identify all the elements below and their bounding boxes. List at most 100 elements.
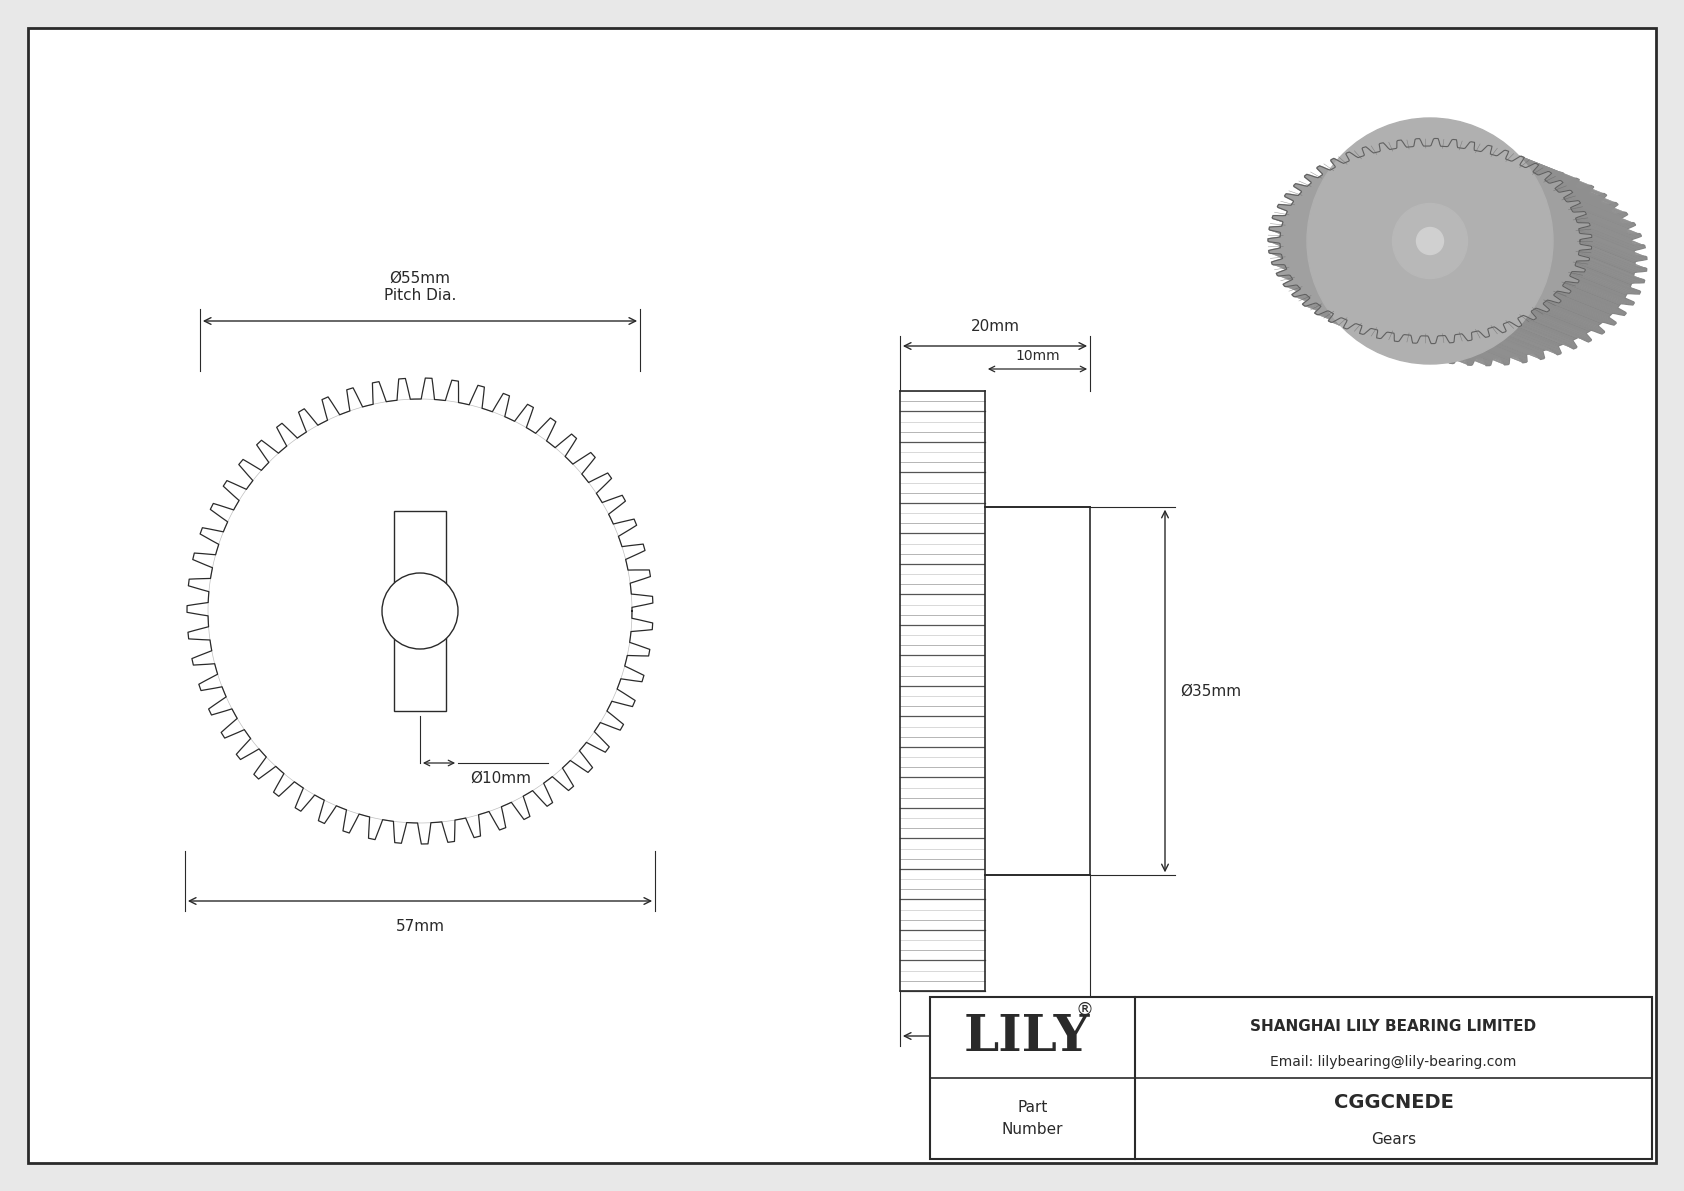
Polygon shape [1278, 226, 1337, 249]
Polygon shape [1576, 261, 1635, 283]
Polygon shape [1474, 331, 1531, 354]
Polygon shape [1438, 336, 1494, 358]
Polygon shape [1334, 168, 1389, 191]
Polygon shape [1564, 282, 1620, 305]
Polygon shape [1462, 333, 1519, 357]
Polygon shape [1408, 146, 1463, 169]
Polygon shape [1317, 314, 1374, 337]
Polygon shape [1305, 306, 1361, 328]
Polygon shape [1394, 335, 1450, 361]
Polygon shape [1580, 212, 1639, 233]
Polygon shape [1398, 341, 1455, 363]
Polygon shape [1571, 272, 1627, 294]
Polygon shape [1388, 148, 1445, 172]
Polygon shape [1319, 176, 1374, 199]
Polygon shape [1312, 182, 1366, 205]
Polygon shape [1415, 343, 1472, 366]
Polygon shape [1558, 292, 1615, 313]
Polygon shape [1591, 237, 1647, 260]
Polygon shape [1480, 151, 1537, 174]
Polygon shape [1319, 304, 1374, 326]
Polygon shape [1580, 272, 1640, 294]
Polygon shape [1440, 141, 1495, 167]
Polygon shape [1447, 337, 1504, 362]
Polygon shape [1394, 333, 1450, 357]
Polygon shape [1283, 275, 1344, 298]
Polygon shape [1532, 310, 1588, 332]
Polygon shape [1561, 301, 1617, 324]
Polygon shape [1521, 156, 1576, 179]
Polygon shape [1500, 150, 1559, 175]
Polygon shape [1472, 332, 1529, 354]
Polygon shape [1509, 322, 1566, 345]
Polygon shape [1549, 173, 1607, 198]
Polygon shape [1346, 329, 1403, 351]
Polygon shape [1426, 336, 1484, 358]
Polygon shape [1470, 341, 1526, 362]
Polygon shape [1516, 325, 1573, 349]
Polygon shape [1357, 324, 1413, 347]
Polygon shape [1332, 313, 1388, 335]
Polygon shape [1534, 319, 1590, 342]
Polygon shape [1566, 288, 1625, 312]
Polygon shape [1544, 172, 1603, 195]
Polygon shape [1578, 280, 1633, 303]
Polygon shape [1571, 274, 1627, 297]
Polygon shape [1580, 250, 1637, 273]
Polygon shape [1282, 210, 1342, 232]
Polygon shape [1472, 333, 1527, 358]
Polygon shape [1270, 227, 1324, 250]
Bar [930, 997, 1652, 1159]
Polygon shape [1332, 313, 1388, 336]
Polygon shape [1588, 249, 1647, 272]
Polygon shape [1554, 181, 1615, 204]
Polygon shape [1507, 151, 1564, 176]
Polygon shape [1280, 244, 1335, 267]
Polygon shape [1564, 197, 1620, 220]
Polygon shape [1418, 138, 1474, 161]
Polygon shape [1482, 149, 1539, 173]
Polygon shape [1330, 312, 1386, 335]
Polygon shape [1378, 330, 1433, 354]
Polygon shape [1492, 146, 1548, 170]
Polygon shape [1270, 254, 1330, 275]
Polygon shape [1295, 295, 1356, 319]
Polygon shape [1376, 152, 1433, 174]
Polygon shape [1367, 329, 1425, 354]
Polygon shape [1361, 333, 1416, 356]
Polygon shape [1283, 264, 1340, 287]
Polygon shape [1372, 329, 1428, 351]
Polygon shape [1489, 328, 1546, 350]
Polygon shape [1403, 143, 1460, 168]
Polygon shape [1522, 157, 1580, 182]
Polygon shape [1319, 167, 1374, 189]
Polygon shape [1308, 180, 1366, 204]
Polygon shape [1576, 217, 1633, 241]
Polygon shape [1411, 146, 1467, 169]
Polygon shape [1411, 341, 1468, 364]
Polygon shape [1415, 343, 1470, 366]
Polygon shape [1428, 336, 1484, 360]
Polygon shape [1458, 335, 1514, 356]
Polygon shape [1300, 288, 1356, 311]
Polygon shape [1440, 144, 1495, 168]
Polygon shape [1389, 332, 1447, 355]
Polygon shape [1270, 229, 1324, 251]
Polygon shape [1544, 179, 1601, 201]
Polygon shape [1509, 160, 1564, 182]
Polygon shape [1356, 324, 1411, 345]
Polygon shape [1571, 192, 1627, 214]
Polygon shape [1505, 323, 1561, 345]
Polygon shape [1271, 263, 1327, 286]
Polygon shape [1280, 245, 1335, 268]
Polygon shape [1292, 278, 1347, 300]
Polygon shape [1580, 232, 1635, 255]
Polygon shape [1578, 255, 1633, 278]
Polygon shape [1519, 318, 1575, 339]
Polygon shape [1337, 160, 1396, 185]
Polygon shape [1330, 316, 1388, 341]
Polygon shape [1362, 156, 1418, 179]
Polygon shape [1442, 146, 1497, 168]
Polygon shape [1575, 264, 1630, 287]
Polygon shape [1575, 279, 1633, 303]
